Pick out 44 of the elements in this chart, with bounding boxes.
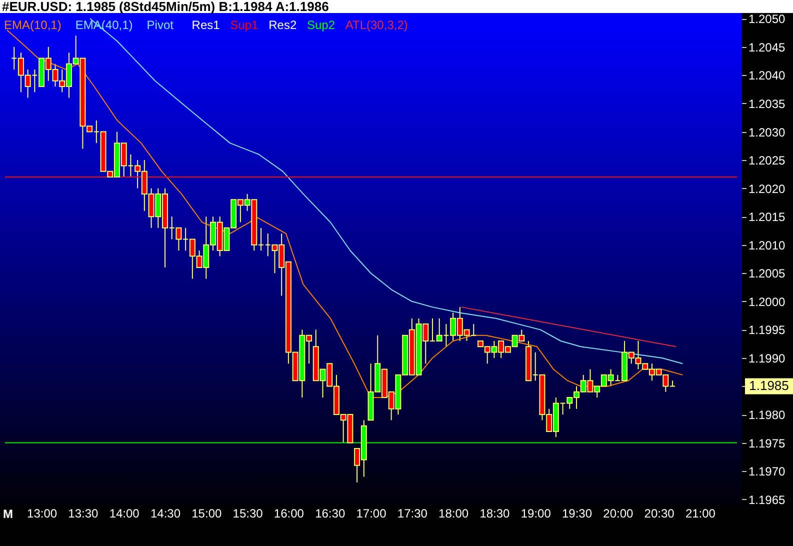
x-tick-label: 20:00 bbox=[603, 506, 634, 520]
x-tick-label: 15:00 bbox=[192, 506, 222, 520]
y-tick-label: 1.2015 bbox=[748, 210, 786, 224]
y-tick-label: 1.2000 bbox=[748, 294, 786, 309]
x-tick-label: 16:00 bbox=[274, 506, 304, 520]
text: 1.1985 bbox=[749, 378, 789, 394]
text: Sup1 bbox=[230, 18, 259, 32]
x-tick-label: 13:30 bbox=[68, 506, 99, 520]
y-tick-label: 1.2010 bbox=[748, 238, 786, 252]
x-tick-label: 17:30 bbox=[397, 506, 428, 520]
legend-label: Res2 bbox=[268, 18, 297, 32]
y-tick-label: 1.2025 bbox=[748, 154, 786, 168]
text: ATL(30,3,2) bbox=[345, 18, 408, 32]
y-tick-label: 1.1995 bbox=[748, 323, 786, 338]
y-tick-label: 1.2045 bbox=[748, 40, 786, 54]
x-tick-label: 19:30 bbox=[562, 506, 592, 520]
y-tick-label: 1.2020 bbox=[748, 182, 786, 196]
y-tick-label: 1.2030 bbox=[748, 125, 786, 140]
x-tick-label: 16:30 bbox=[315, 506, 346, 520]
y-tick-label: 1.1965 bbox=[748, 492, 786, 507]
x-tick-label: 14:00 bbox=[109, 506, 140, 520]
x-tick-label: 21:00 bbox=[685, 506, 716, 520]
x-tick-label: 19:00 bbox=[520, 506, 552, 520]
x-tick-label: 14:30 bbox=[150, 506, 181, 520]
y-tick-label: 1.1980 bbox=[748, 408, 786, 422]
chart-title: #EUR.USD: 1.1985 (8Std45Min/5m) B:1.1984 A:1.1986 bbox=[2, 0, 329, 14]
legend-label: Pivot bbox=[146, 18, 174, 32]
y-tick-label: 1.1970 bbox=[748, 464, 786, 479]
y-tick-label: 1.2040 bbox=[748, 68, 786, 83]
y-tick-label: 1.1975 bbox=[748, 436, 786, 450]
legend-label: Res1 bbox=[192, 18, 220, 32]
text: M bbox=[3, 507, 13, 521]
y-tick-label: 1.2035 bbox=[748, 96, 786, 111]
text: Sup2 bbox=[307, 18, 336, 32]
series-label: EMA(10,1) bbox=[4, 18, 62, 32]
x-tick-label: 17:00 bbox=[356, 506, 387, 520]
x-tick-label: 20:30 bbox=[644, 506, 675, 520]
y-tick-label: 1.2050 bbox=[748, 12, 786, 26]
y-tick-label: 1.1990 bbox=[748, 351, 786, 366]
x-tick-label: 15:30 bbox=[232, 506, 264, 520]
x-tick-label: 18:30 bbox=[480, 506, 510, 520]
x-tick-label: 13:00 bbox=[27, 506, 58, 520]
x-tick-label: 18:00 bbox=[438, 506, 469, 520]
y-tick-label: 1.2005 bbox=[748, 266, 786, 281]
